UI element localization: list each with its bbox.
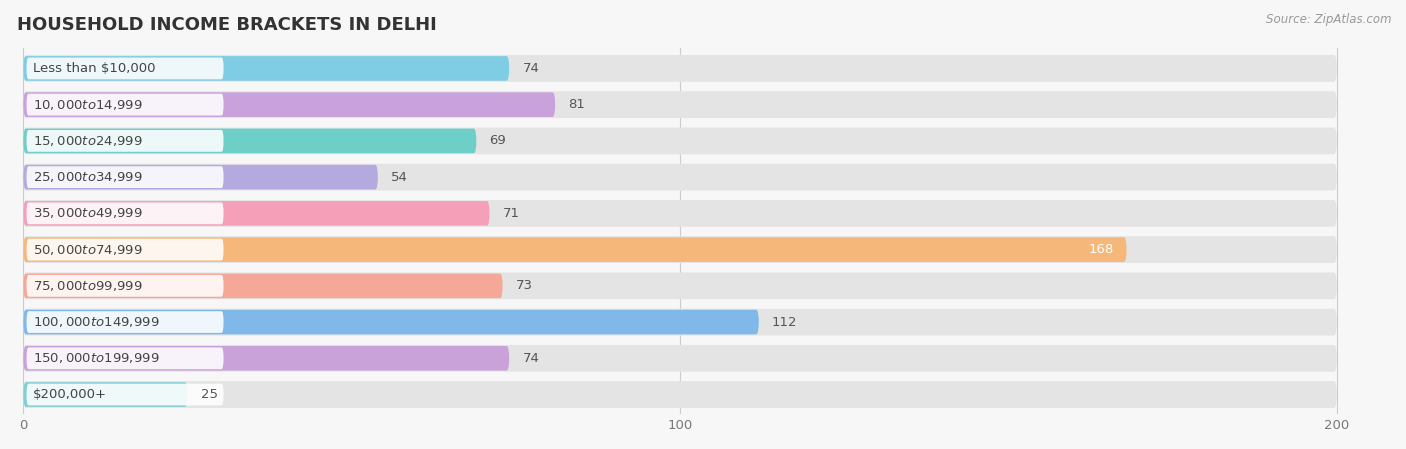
Text: 74: 74 xyxy=(523,62,540,75)
FancyBboxPatch shape xyxy=(24,128,1337,154)
FancyBboxPatch shape xyxy=(24,273,1337,299)
FancyBboxPatch shape xyxy=(24,382,187,407)
Text: 71: 71 xyxy=(503,207,520,220)
Text: $35,000 to $49,999: $35,000 to $49,999 xyxy=(34,207,143,220)
FancyBboxPatch shape xyxy=(24,236,1337,263)
Text: Source: ZipAtlas.com: Source: ZipAtlas.com xyxy=(1267,13,1392,26)
Text: $25,000 to $34,999: $25,000 to $34,999 xyxy=(34,170,143,184)
Text: $100,000 to $149,999: $100,000 to $149,999 xyxy=(34,315,160,329)
FancyBboxPatch shape xyxy=(27,239,224,260)
FancyBboxPatch shape xyxy=(24,200,1337,227)
FancyBboxPatch shape xyxy=(24,346,509,370)
FancyBboxPatch shape xyxy=(24,91,1337,118)
FancyBboxPatch shape xyxy=(27,202,224,224)
Text: 112: 112 xyxy=(772,316,797,329)
FancyBboxPatch shape xyxy=(27,384,224,405)
Text: 25: 25 xyxy=(201,388,218,401)
FancyBboxPatch shape xyxy=(24,237,1126,262)
FancyBboxPatch shape xyxy=(24,164,1337,190)
FancyBboxPatch shape xyxy=(27,348,224,369)
FancyBboxPatch shape xyxy=(27,275,224,297)
Text: 168: 168 xyxy=(1088,243,1114,256)
Text: 74: 74 xyxy=(523,352,540,365)
Text: HOUSEHOLD INCOME BRACKETS IN DELHI: HOUSEHOLD INCOME BRACKETS IN DELHI xyxy=(17,16,436,34)
Text: 81: 81 xyxy=(568,98,585,111)
Text: 54: 54 xyxy=(391,171,408,184)
FancyBboxPatch shape xyxy=(24,165,378,189)
FancyBboxPatch shape xyxy=(27,166,224,188)
FancyBboxPatch shape xyxy=(24,381,1337,408)
Text: $200,000+: $200,000+ xyxy=(34,388,107,401)
Text: 73: 73 xyxy=(516,279,533,292)
FancyBboxPatch shape xyxy=(24,55,1337,82)
FancyBboxPatch shape xyxy=(24,345,1337,372)
FancyBboxPatch shape xyxy=(24,128,477,153)
Text: $150,000 to $199,999: $150,000 to $199,999 xyxy=(34,351,160,365)
FancyBboxPatch shape xyxy=(27,94,224,115)
FancyBboxPatch shape xyxy=(27,57,224,79)
Text: 69: 69 xyxy=(489,134,506,147)
FancyBboxPatch shape xyxy=(24,92,555,117)
Text: $15,000 to $24,999: $15,000 to $24,999 xyxy=(34,134,143,148)
Text: $10,000 to $14,999: $10,000 to $14,999 xyxy=(34,98,143,112)
Text: Less than $10,000: Less than $10,000 xyxy=(34,62,156,75)
FancyBboxPatch shape xyxy=(24,56,509,81)
FancyBboxPatch shape xyxy=(24,308,1337,335)
FancyBboxPatch shape xyxy=(24,273,503,298)
FancyBboxPatch shape xyxy=(27,130,224,152)
FancyBboxPatch shape xyxy=(24,201,489,226)
FancyBboxPatch shape xyxy=(27,311,224,333)
Text: $50,000 to $74,999: $50,000 to $74,999 xyxy=(34,242,143,256)
FancyBboxPatch shape xyxy=(24,310,759,335)
Text: $75,000 to $99,999: $75,000 to $99,999 xyxy=(34,279,143,293)
